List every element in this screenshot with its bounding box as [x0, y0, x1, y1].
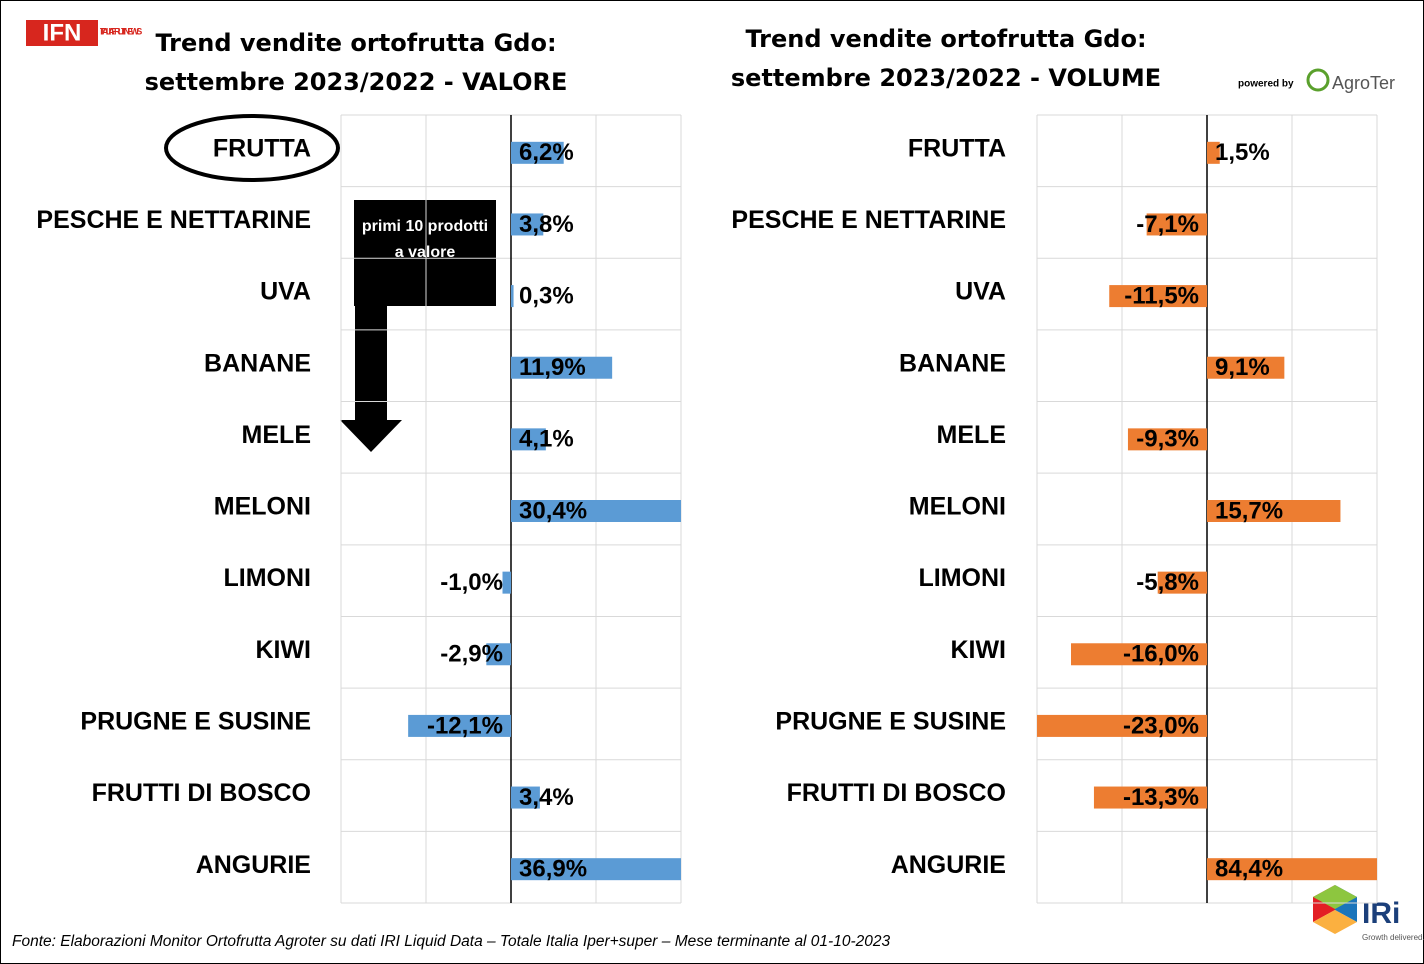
bar: [486, 643, 511, 666]
bar: [1207, 500, 1341, 522]
value-label: -1,0%: [440, 569, 503, 596]
iri-tagline: Growth delivered.: [1362, 933, 1424, 942]
value-label: -9,3%: [1136, 426, 1199, 453]
value-label: 11,9%: [519, 354, 586, 381]
category-label: UVA: [955, 278, 1006, 306]
value-label: 3,8%: [519, 211, 574, 238]
value-label: -5,8%: [1136, 569, 1199, 596]
category-label: MELE: [242, 421, 311, 449]
bar: [408, 714, 511, 737]
bar: [511, 428, 546, 451]
logo: IFN: [43, 19, 82, 46]
value-label: 9,1%: [1215, 354, 1270, 381]
category-label: MELONI: [909, 493, 1006, 521]
bar: [502, 571, 511, 594]
value-label: 1,5%: [1215, 139, 1270, 166]
bar: [1146, 213, 1207, 236]
bar: [1109, 285, 1207, 308]
bars: [408, 141, 681, 881]
logo-box: [26, 20, 98, 46]
value-label: -13,3%: [1123, 784, 1199, 811]
category-label: BANANE: [899, 349, 1006, 377]
bar: [511, 356, 613, 379]
bar: [1207, 858, 1377, 881]
iri-logo: IRi: [1362, 897, 1400, 930]
value-label: 84,4%: [1215, 856, 1283, 883]
category-label: FRUTTI DI BOSCO: [787, 779, 1006, 807]
category-label: PRUGNE E SUSINE: [80, 708, 311, 736]
category-label: BANANE: [204, 349, 311, 377]
bar: [511, 500, 681, 522]
chart-title: Trend vendite ortofrutta Gdo: settembre …: [730, 25, 1162, 92]
category-label: PRUGNE E SUSINE: [775, 708, 1006, 736]
source-note: Fonte: Elaborazioni Monitor Ortofrutta A…: [12, 933, 891, 950]
arrow-head: [340, 420, 402, 452]
category-label: KIWI: [255, 636, 311, 664]
category-label: FRUTTA: [213, 134, 311, 162]
bar: [511, 141, 564, 164]
annotation-box: [354, 200, 496, 306]
value-label: 15,7%: [1215, 497, 1283, 524]
category-label: ANGURIE: [891, 851, 1006, 879]
category-label: LIMONI: [224, 564, 312, 592]
category-label: PESCHE E NETTARINE: [36, 206, 311, 234]
value-label: 6,2%: [519, 139, 574, 166]
arrow-shaft: [355, 306, 387, 420]
bar: [1127, 428, 1207, 451]
bar: [1093, 786, 1207, 809]
logo-sub: ITALIA FRUIT NEWS: [100, 26, 142, 36]
bar: [1207, 356, 1285, 379]
value-label: -12,1%: [427, 712, 503, 739]
bars: [1037, 141, 1377, 881]
bar: [1157, 571, 1207, 594]
value-label: -7,1%: [1136, 211, 1199, 238]
agroter-icon: [1306, 68, 1330, 92]
value-label: 36,9%: [519, 856, 587, 883]
category-label: LIMONI: [919, 564, 1007, 592]
value-label: -2,9%: [440, 641, 503, 668]
iri-icon: [1313, 910, 1357, 934]
value-label: -16,0%: [1123, 641, 1199, 668]
bar: [511, 786, 540, 809]
chart-title: Trend vendite ortofrutta Gdo: settembre …: [144, 29, 568, 96]
agroter: AgroTer: [1332, 73, 1395, 93]
value-label: -11,5%: [1124, 282, 1199, 309]
bar: [1037, 714, 1207, 737]
category-label: FRUTTI DI BOSCO: [92, 779, 311, 807]
bar: [511, 285, 514, 308]
value-label: -23,0%: [1123, 712, 1199, 739]
value-label: 0,3%: [519, 282, 574, 309]
category-label: MELONI: [214, 493, 311, 521]
value-label: 3,4%: [519, 784, 574, 811]
bar: [511, 213, 544, 236]
category-label: UVA: [260, 278, 311, 306]
category-label: FRUTTA: [908, 134, 1006, 162]
highlight-ellipse: [164, 114, 340, 182]
annotation: primi 10 prodotti a valore: [361, 218, 489, 261]
category-label: ANGURIE: [196, 851, 311, 879]
bar: [511, 858, 681, 881]
value-label: 4,1%: [519, 426, 574, 453]
category-label: PESCHE E NETTARINE: [731, 206, 1006, 234]
bar: [1071, 643, 1207, 666]
bar: [1207, 141, 1220, 164]
value-label: 30,4%: [519, 497, 587, 524]
category-label: KIWI: [950, 636, 1006, 664]
category-label: MELE: [937, 421, 1006, 449]
powered-by: powered by: [1238, 79, 1294, 90]
